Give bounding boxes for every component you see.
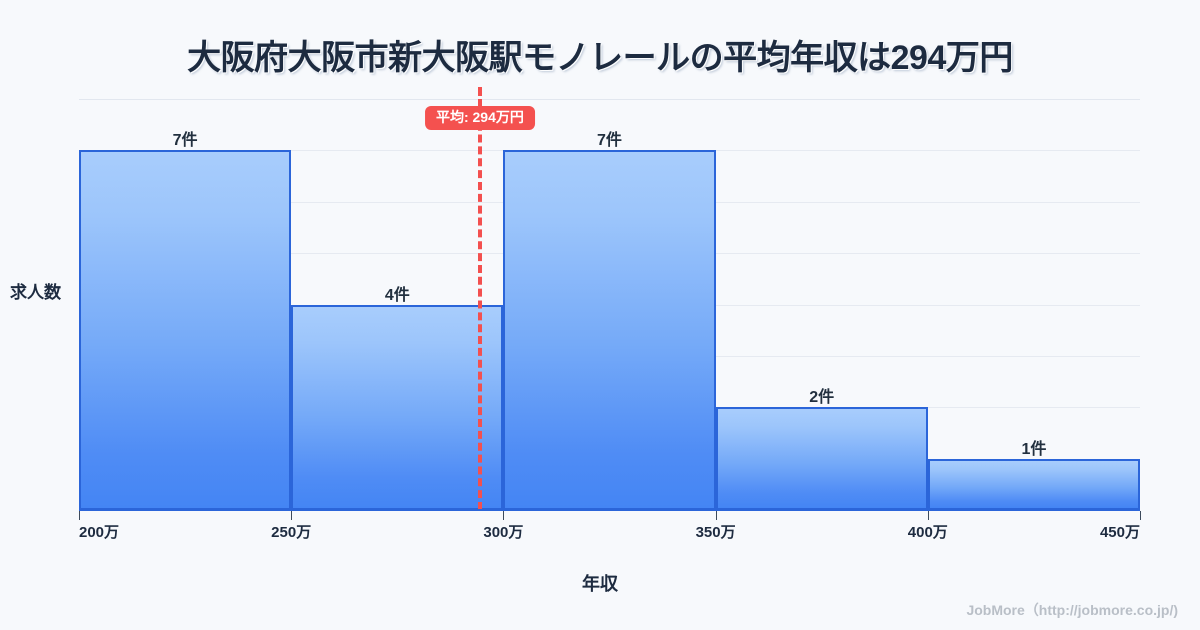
x-axis-tick-label: 250万 bbox=[271, 524, 312, 541]
x-axis-tick-label: 200万 bbox=[79, 524, 120, 541]
bar-value-label: 7件 bbox=[597, 132, 622, 150]
x-axis-tick-label: 400万 bbox=[907, 524, 948, 541]
x-axis-tick bbox=[291, 511, 293, 520]
x-axis-title: 年収 bbox=[582, 574, 618, 594]
average-line bbox=[477, 99, 482, 510]
x-axis-tick-label: 300万 bbox=[483, 524, 524, 541]
bar[interactable] bbox=[715, 407, 928, 510]
y-axis-title: 求人数 bbox=[10, 283, 61, 302]
bar[interactable] bbox=[503, 150, 716, 510]
average-marker-stub bbox=[477, 87, 482, 96]
x-axis-tick bbox=[79, 511, 80, 520]
footer-credit: JobMore（http://jobmore.co.jp/) bbox=[966, 602, 1178, 618]
x-axis-tick-label: 450万 bbox=[1099, 524, 1140, 541]
bar-value-label: 4件 bbox=[384, 286, 410, 304]
x-axis-tick-label: 350万 bbox=[695, 524, 736, 541]
bar[interactable] bbox=[79, 150, 292, 510]
bar[interactable] bbox=[291, 304, 504, 510]
x-axis-tick bbox=[503, 511, 505, 520]
x-axis-tick bbox=[715, 511, 717, 520]
x-axis-tick bbox=[1140, 511, 1141, 520]
bar[interactable] bbox=[927, 458, 1140, 510]
bar-value-label: 7件 bbox=[172, 132, 198, 150]
bar-value-label: 1件 bbox=[1021, 440, 1047, 458]
bar-value-label: 2件 bbox=[809, 389, 835, 407]
average-badge[interactable]: 平均: 294万円 bbox=[424, 106, 535, 131]
x-axis-tick bbox=[927, 511, 929, 520]
x-axis-baseline bbox=[79, 509, 1140, 511]
page-title: 大阪府大阪市新大阪駅モノレールの平均年収は294万円 bbox=[187, 39, 1013, 77]
plot-area: 7件 4件 7件 2件 1件 bbox=[79, 99, 1140, 510]
gridline bbox=[79, 99, 1140, 100]
